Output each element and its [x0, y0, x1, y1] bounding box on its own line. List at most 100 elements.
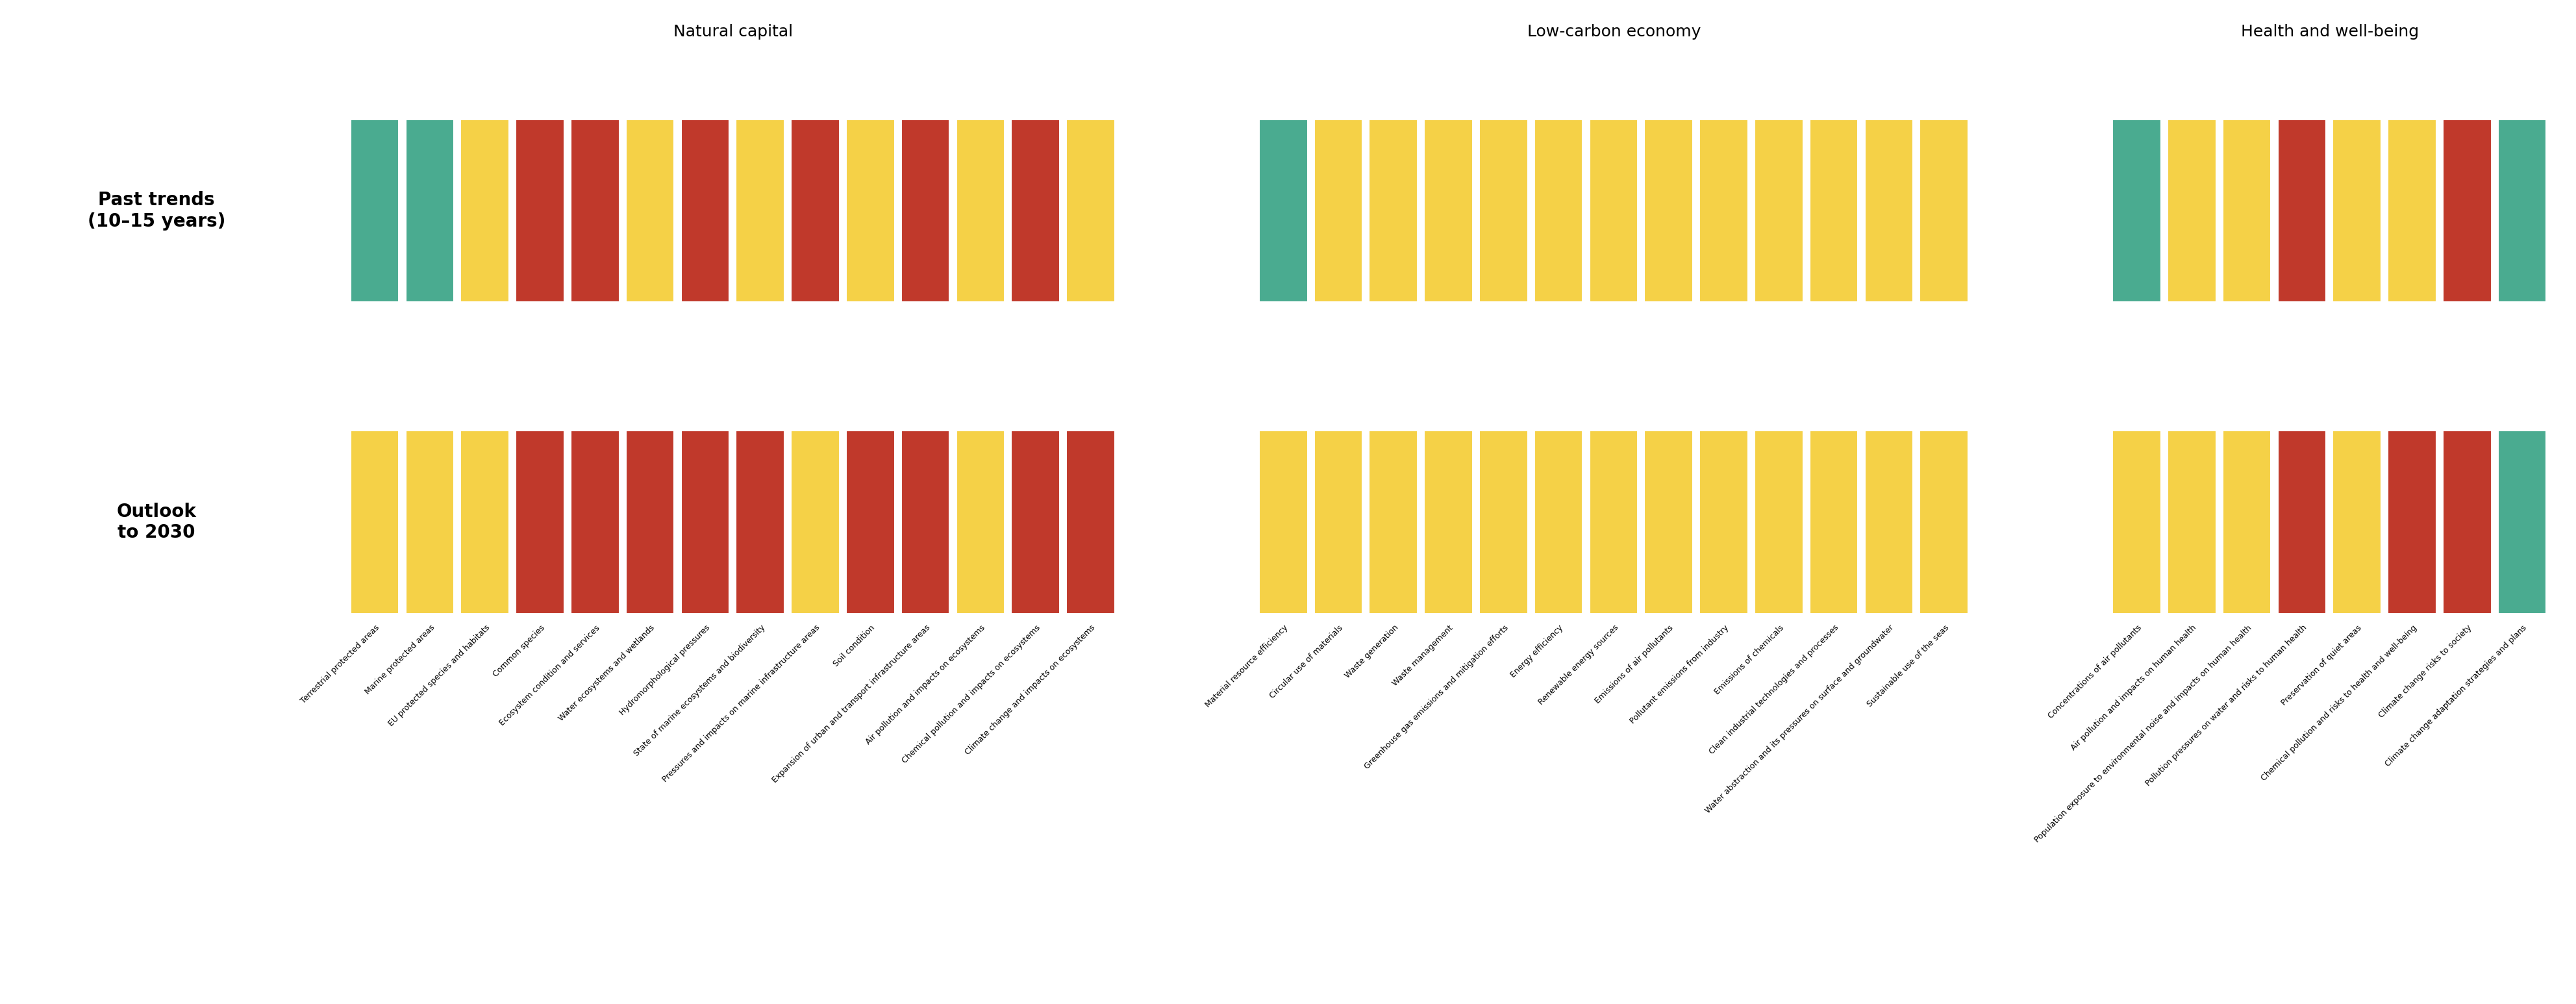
FancyBboxPatch shape [2112, 119, 2161, 302]
FancyBboxPatch shape [2334, 431, 2380, 613]
Text: Chemical pollution and impacts on ecosystems: Chemical pollution and impacts on ecosys… [902, 623, 1043, 765]
FancyBboxPatch shape [2499, 119, 2548, 302]
FancyBboxPatch shape [791, 431, 840, 613]
FancyBboxPatch shape [626, 431, 675, 613]
FancyBboxPatch shape [1012, 431, 1059, 613]
Text: Population exposure to environmental noise and impacts on human health: Population exposure to environmental noi… [2032, 623, 2254, 844]
FancyBboxPatch shape [1260, 431, 1309, 613]
Text: Low-carbon economy: Low-carbon economy [1528, 24, 1700, 40]
Text: Waste generation: Waste generation [1342, 623, 1399, 681]
FancyBboxPatch shape [1479, 119, 1528, 302]
Text: Natural capital: Natural capital [672, 24, 793, 40]
FancyBboxPatch shape [1643, 431, 1692, 613]
FancyBboxPatch shape [791, 119, 840, 302]
FancyBboxPatch shape [2388, 119, 2437, 302]
Text: Clean industrial technologies and processes: Clean industrial technologies and proces… [1708, 623, 1839, 756]
FancyBboxPatch shape [1754, 119, 1803, 302]
FancyBboxPatch shape [1589, 119, 1638, 302]
FancyBboxPatch shape [1479, 431, 1528, 613]
Text: Concentrations of air pollutants: Concentrations of air pollutants [2045, 623, 2143, 720]
Text: Pollutant emissions from industry: Pollutant emissions from industry [1628, 623, 1731, 726]
Text: Past trends
(10–15 years): Past trends (10–15 years) [88, 191, 227, 231]
Text: Air pollution and impacts on ecosystems: Air pollution and impacts on ecosystems [866, 623, 987, 746]
FancyBboxPatch shape [737, 119, 786, 302]
FancyBboxPatch shape [2442, 431, 2491, 613]
Text: Pollution pressures on water and risks to human health: Pollution pressures on water and risks t… [2143, 623, 2308, 788]
Text: Outlook
to 2030: Outlook to 2030 [116, 502, 196, 542]
Text: EU protected species and habitats: EU protected species and habitats [386, 623, 492, 728]
FancyBboxPatch shape [1066, 119, 1115, 302]
FancyBboxPatch shape [2223, 119, 2272, 302]
FancyBboxPatch shape [1811, 119, 1857, 302]
FancyBboxPatch shape [1535, 119, 1582, 302]
FancyBboxPatch shape [1919, 119, 1968, 302]
Text: Emissions of air pollutants: Emissions of air pollutants [1595, 623, 1674, 705]
FancyBboxPatch shape [956, 431, 1005, 613]
FancyBboxPatch shape [515, 119, 564, 302]
Text: Climate change and impacts on ecosystems: Climate change and impacts on ecosystems [963, 623, 1097, 757]
Text: Circular use of materials: Circular use of materials [1267, 623, 1345, 700]
FancyBboxPatch shape [902, 119, 951, 302]
Text: State of marine ecosystems and biodiversity: State of marine ecosystems and biodivers… [631, 623, 768, 758]
FancyBboxPatch shape [461, 119, 510, 302]
Text: Common species: Common species [492, 623, 546, 679]
FancyBboxPatch shape [404, 119, 453, 302]
FancyBboxPatch shape [2499, 431, 2548, 613]
FancyBboxPatch shape [2166, 431, 2215, 613]
Text: Water ecosystems and wetlands: Water ecosystems and wetlands [556, 623, 657, 723]
FancyBboxPatch shape [1012, 119, 1059, 302]
Text: Renewable energy sources: Renewable energy sources [1538, 623, 1620, 707]
Text: Water abstraction and its pressures on surface and groundwater: Water abstraction and its pressures on s… [1703, 623, 1896, 815]
FancyBboxPatch shape [404, 431, 453, 613]
FancyBboxPatch shape [1425, 431, 1473, 613]
Text: Climate change risks to society: Climate change risks to society [2378, 623, 2473, 720]
Text: Emissions of chemicals: Emissions of chemicals [1713, 623, 1785, 696]
Text: Waste management: Waste management [1391, 623, 1455, 688]
Text: Energy efficiency: Energy efficiency [1510, 623, 1566, 680]
FancyBboxPatch shape [2334, 119, 2380, 302]
Text: Health and well-being: Health and well-being [2241, 24, 2419, 40]
FancyBboxPatch shape [1643, 119, 1692, 302]
FancyBboxPatch shape [902, 431, 951, 613]
FancyBboxPatch shape [461, 431, 510, 613]
Text: Sustainable use of the seas: Sustainable use of the seas [1865, 623, 1950, 709]
Text: Preservation of quiet areas: Preservation of quiet areas [2280, 623, 2365, 707]
FancyBboxPatch shape [515, 431, 564, 613]
FancyBboxPatch shape [2388, 431, 2437, 613]
FancyBboxPatch shape [845, 119, 894, 302]
FancyBboxPatch shape [2223, 431, 2272, 613]
FancyBboxPatch shape [1865, 431, 1914, 613]
FancyBboxPatch shape [1425, 119, 1473, 302]
FancyBboxPatch shape [1370, 431, 1417, 613]
Text: Material resource efficiency: Material resource efficiency [1203, 623, 1291, 710]
Text: Hydromorphological pressures: Hydromorphological pressures [618, 623, 711, 717]
FancyBboxPatch shape [680, 431, 729, 613]
FancyBboxPatch shape [1919, 431, 1968, 613]
FancyBboxPatch shape [2277, 431, 2326, 613]
FancyBboxPatch shape [1700, 431, 1749, 613]
Text: Ecosystem condition and services: Ecosystem condition and services [497, 623, 603, 727]
FancyBboxPatch shape [350, 119, 399, 302]
FancyBboxPatch shape [626, 119, 675, 302]
FancyBboxPatch shape [1260, 119, 1309, 302]
Text: Greenhouse gas emissions and mitigation efforts: Greenhouse gas emissions and mitigation … [1363, 623, 1510, 771]
Text: Air pollution and impacts on human health: Air pollution and impacts on human healt… [2069, 623, 2197, 752]
Text: Terrestrial protected areas: Terrestrial protected areas [299, 623, 381, 706]
FancyBboxPatch shape [737, 431, 786, 613]
FancyBboxPatch shape [2166, 119, 2215, 302]
FancyBboxPatch shape [350, 431, 399, 613]
FancyBboxPatch shape [1314, 431, 1363, 613]
Text: Soil condition: Soil condition [832, 623, 876, 669]
FancyBboxPatch shape [1370, 119, 1417, 302]
FancyBboxPatch shape [1865, 119, 1914, 302]
FancyBboxPatch shape [1811, 431, 1857, 613]
FancyBboxPatch shape [680, 119, 729, 302]
Text: Chemical pollution and risks to health and well-being: Chemical pollution and risks to health a… [2259, 623, 2419, 782]
FancyBboxPatch shape [1314, 119, 1363, 302]
FancyBboxPatch shape [2112, 431, 2161, 613]
FancyBboxPatch shape [1754, 431, 1803, 613]
FancyBboxPatch shape [2442, 119, 2491, 302]
FancyBboxPatch shape [1589, 431, 1638, 613]
FancyBboxPatch shape [572, 119, 618, 302]
FancyBboxPatch shape [845, 431, 894, 613]
